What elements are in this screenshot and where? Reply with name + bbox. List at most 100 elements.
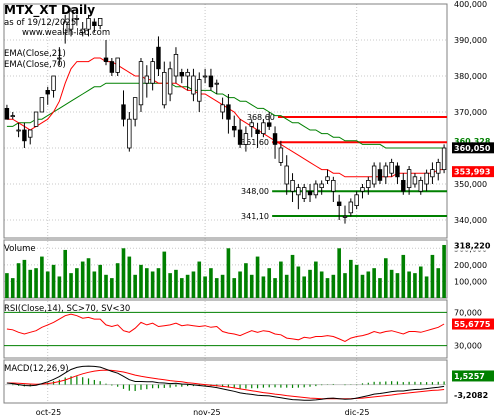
volume-bar	[372, 268, 376, 298]
candle-body	[424, 172, 429, 185]
volume-bar	[191, 271, 196, 298]
ema21-value-tag-box	[452, 166, 494, 178]
volume-bar	[104, 274, 108, 298]
volume-bar	[349, 259, 353, 298]
candle-body	[226, 104, 231, 120]
volume-bar	[325, 278, 330, 298]
price-tick-label: 380,000	[454, 72, 487, 81]
volume-bar	[395, 273, 400, 298]
candle-body	[57, 57, 62, 60]
volume-bar	[133, 274, 137, 298]
panel-frame-volume	[3, 239, 448, 299]
volume-bar	[45, 271, 50, 298]
candle-body	[371, 165, 377, 185]
volume-last-tag: 318,220	[454, 241, 491, 250]
volume-bar	[279, 261, 283, 298]
candle-body	[272, 133, 278, 145]
volume-bar	[442, 244, 446, 298]
volume-bar	[413, 273, 417, 298]
candle-body	[51, 75, 56, 91]
candle-body	[436, 161, 441, 174]
volume-bar	[360, 274, 365, 298]
volume-bar	[232, 278, 237, 298]
candle-body	[325, 176, 330, 181]
x-tick-label: nov-25	[193, 408, 221, 417]
candle-body	[307, 190, 313, 196]
candle-body	[406, 169, 412, 189]
candle-body	[401, 179, 406, 192]
rsi-title: RSI(Close,14), SC>70, SV<30	[4, 304, 130, 314]
volume-bar	[22, 259, 27, 298]
ema21-value-tag: 353,993	[454, 168, 490, 177]
volume-bar	[389, 269, 394, 298]
candle-body	[342, 215, 348, 218]
rsi-line	[6, 313, 445, 342]
price-tick-label: 400,000	[454, 0, 487, 9]
candle-body	[39, 97, 45, 113]
candle-body	[97, 17, 103, 26]
candle-body	[249, 122, 254, 127]
panel-frame-macd	[3, 359, 448, 404]
candle-body	[377, 169, 383, 181]
candle-body	[208, 75, 214, 88]
candle-body	[354, 194, 359, 207]
volume-bar	[319, 271, 324, 298]
candle-body	[4, 108, 10, 120]
macd-title: MACD(12,26,9)	[4, 364, 69, 374]
watermark: www.wealth-lab.com	[22, 28, 110, 38]
volume-bar	[273, 278, 277, 298]
volume-bar	[203, 276, 207, 298]
candle-body	[261, 122, 266, 135]
volume-bar	[75, 268, 79, 298]
volume-bar	[430, 254, 435, 298]
volume-bar	[407, 271, 411, 298]
candle-body	[232, 126, 237, 131]
candle-body	[45, 90, 50, 95]
candle-body	[162, 72, 167, 106]
volume-bar	[69, 273, 73, 298]
candle-body	[348, 201, 354, 214]
candle-body	[138, 61, 144, 106]
volume-bar	[92, 271, 97, 298]
legend-ema21: EMA(Close,21)	[4, 49, 66, 59]
volume-bar	[331, 274, 336, 298]
candle-body	[313, 183, 319, 196]
candle-body	[430, 169, 435, 178]
macd-hist-tag-box	[452, 389, 494, 401]
candle-body	[331, 179, 336, 192]
candle-body	[86, 17, 91, 30]
price-tick-label: 370,000	[454, 108, 487, 117]
volume-bar	[290, 254, 295, 298]
candle-body	[278, 147, 284, 163]
volume-bar	[28, 269, 33, 298]
volume-bar	[145, 268, 149, 298]
volume-bar	[214, 278, 219, 298]
volume-bar	[249, 274, 254, 298]
candle-body	[127, 118, 132, 149]
candle-body	[243, 133, 249, 145]
candle-body	[197, 79, 202, 102]
volume-bar	[98, 264, 102, 298]
volume-bar	[284, 274, 289, 298]
volume-bar	[121, 248, 126, 298]
level-label: 368,60	[247, 113, 275, 122]
volume-bar	[238, 271, 242, 298]
volume-bar	[226, 248, 231, 298]
candle-body	[366, 179, 371, 188]
candle-body	[92, 21, 97, 26]
price-tick-label: 390,000	[454, 36, 487, 45]
volume-bar	[378, 278, 382, 298]
candle-body	[360, 187, 365, 192]
candle-body	[156, 46, 161, 70]
volume-bar	[261, 276, 266, 298]
candle-body	[10, 115, 15, 117]
volume-bar	[255, 256, 260, 298]
volume-bar	[16, 263, 21, 298]
panel-frame-rsi	[3, 299, 448, 359]
candle-body	[389, 161, 394, 174]
candle-body	[214, 82, 219, 85]
last-close-tag: 360,050	[454, 144, 491, 153]
chart-date: as of 19/12/2025	[4, 18, 76, 28]
candle-body	[62, 21, 68, 34]
